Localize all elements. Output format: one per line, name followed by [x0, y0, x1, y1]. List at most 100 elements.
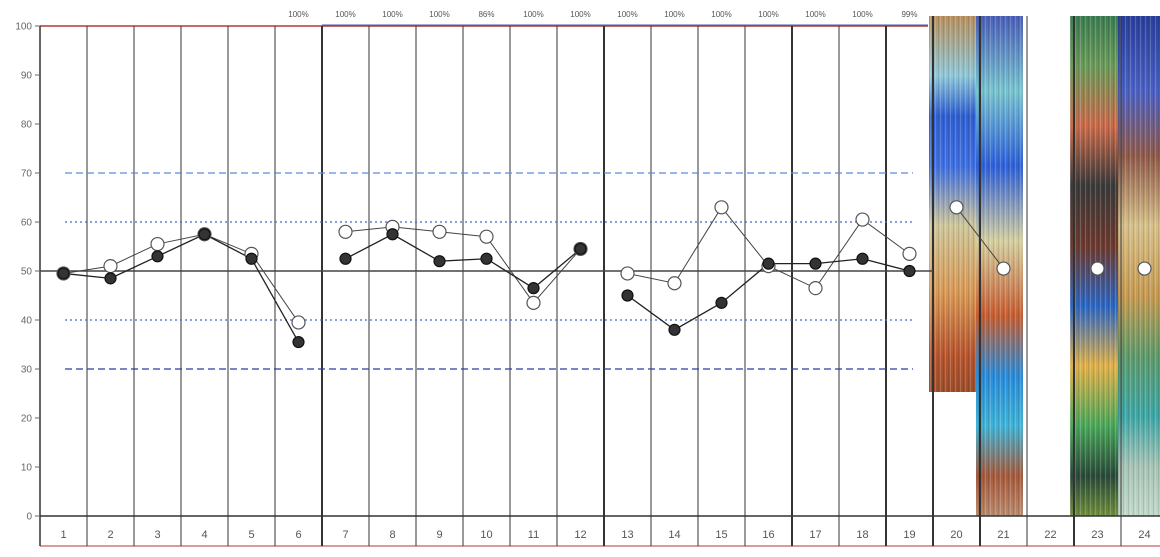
- x-tick-label: 14: [668, 529, 680, 541]
- x-tick-label: 8: [389, 529, 395, 541]
- data-point-open: [855, 212, 870, 227]
- percent-label: 86%: [478, 10, 494, 19]
- percent-label: 100%: [523, 10, 543, 19]
- data-point-filled: [480, 252, 493, 265]
- x-tick-label: 10: [480, 529, 492, 541]
- data-point-open: [714, 200, 729, 215]
- category-column-lines: [39, 16, 1122, 546]
- x-tick-label: 4: [201, 529, 207, 541]
- data-point-filled: [198, 228, 211, 241]
- x-tick-label: 12: [574, 529, 586, 541]
- x-tick-label: 23: [1091, 529, 1103, 541]
- data-point-filled: [668, 323, 681, 336]
- percent-labels: 100% 100% 100% 100% 86% 100% 100% 100% 100% 100% 1…: [288, 10, 917, 19]
- data-point-open: [103, 259, 118, 274]
- y-tick-label: 40: [21, 316, 33, 327]
- percent-label: 100%: [335, 10, 355, 19]
- x-tick-label: 1: [60, 529, 66, 541]
- percent-label: 99%: [901, 10, 917, 19]
- x-tick-label: 2: [107, 529, 113, 541]
- data-point-filled: [292, 335, 305, 349]
- percent-label: 100%: [382, 10, 402, 19]
- data-point-filled: [856, 252, 869, 265]
- x-tick-label: 19: [903, 529, 915, 541]
- data-point-filled: [903, 264, 916, 278]
- data-point-filled: [809, 257, 822, 270]
- series-filled-line: [63, 233, 300, 343]
- y-tick-label: 70: [21, 169, 33, 180]
- data-point-open: [1090, 261, 1105, 276]
- y-tick-label: 30: [21, 365, 33, 376]
- data-point-open: [150, 236, 165, 252]
- x-tick-label: 20: [950, 529, 962, 541]
- x-tick-label: 3: [154, 529, 160, 541]
- white-notch-20: [929, 392, 976, 516]
- data-point-filled: [527, 282, 540, 295]
- data-point-filled: [574, 242, 587, 256]
- y-tick-label: 0: [26, 512, 32, 523]
- percent-label: 100%: [288, 10, 308, 19]
- data-point-filled: [386, 228, 399, 241]
- series: [56, 200, 1152, 349]
- data-point-filled: [621, 289, 634, 302]
- y-tick-label: 60: [21, 218, 33, 229]
- percent-label: 100%: [711, 10, 731, 19]
- x-tick-label: 21: [997, 529, 1009, 541]
- data-point-open: [526, 295, 541, 310]
- data-point-open: [949, 200, 964, 215]
- y-tick-label: 90: [21, 71, 33, 82]
- data-point-filled: [433, 255, 446, 268]
- x-tick-label: 17: [809, 529, 821, 541]
- reference-lines: [40, 172, 933, 370]
- x-axis: 1 2 3 4 5 6 7 8 9 10 11 12 13 14 15 16 17 18 19 20 21 22 23 24: [60, 529, 1150, 541]
- percent-label: 100%: [758, 10, 778, 19]
- series-open-line: [345, 226, 581, 304]
- data-point-open: [479, 229, 494, 244]
- data-point-filled: [762, 257, 775, 270]
- percent-label: 100%: [570, 10, 590, 19]
- series-open-line: [956, 206, 1004, 269]
- x-tick-label: 6: [295, 529, 301, 541]
- y-axis: 0 10 20 30 40 50 60 70 80 90 100: [15, 22, 40, 523]
- percent-label: 100%: [664, 10, 684, 19]
- data-point-open: [1137, 261, 1152, 276]
- data-point-filled: [245, 252, 258, 265]
- data-point-open: [432, 224, 447, 239]
- data-point-filled: [151, 250, 164, 263]
- data-point-filled: [715, 296, 728, 309]
- series-filled-line: [345, 233, 581, 289]
- x-tick-label: 15: [715, 529, 727, 541]
- data-point-filled: [57, 267, 70, 280]
- x-tick-label: 16: [762, 529, 774, 541]
- x-tick-label: 9: [436, 529, 442, 541]
- x-tick-label: 24: [1138, 529, 1150, 541]
- data-point-open: [291, 315, 306, 330]
- y-tick-label: 20: [21, 414, 33, 425]
- x-tick-label: 13: [621, 529, 633, 541]
- data-point-open: [620, 266, 635, 281]
- x-tick-label: 11: [528, 529, 539, 541]
- percent-label: 100%: [805, 10, 825, 19]
- y-tick-label: 50: [21, 267, 33, 278]
- percent-label: 100%: [617, 10, 637, 19]
- data-point-open: [338, 224, 353, 239]
- x-tick-label: 22: [1044, 529, 1056, 541]
- data-point-open: [808, 281, 823, 296]
- x-tick-label: 5: [248, 529, 254, 541]
- y-tick-label: 10: [21, 463, 33, 474]
- data-point-open: [902, 246, 917, 261]
- series-open-line: [63, 233, 299, 323]
- y-tick-label: 80: [21, 120, 33, 131]
- colored-column-backgrounds: [929, 16, 1160, 516]
- percent-label: 100%: [429, 10, 449, 19]
- chart-frame: [40, 24, 1160, 547]
- data-point-open: [667, 276, 682, 291]
- data-point-filled: [104, 272, 117, 285]
- y-tick-label: 100: [15, 22, 32, 33]
- data-point-open: [996, 261, 1011, 276]
- data-point-filled: [339, 252, 352, 265]
- x-tick-label: 7: [342, 529, 348, 541]
- percent-label: 100%: [852, 10, 872, 19]
